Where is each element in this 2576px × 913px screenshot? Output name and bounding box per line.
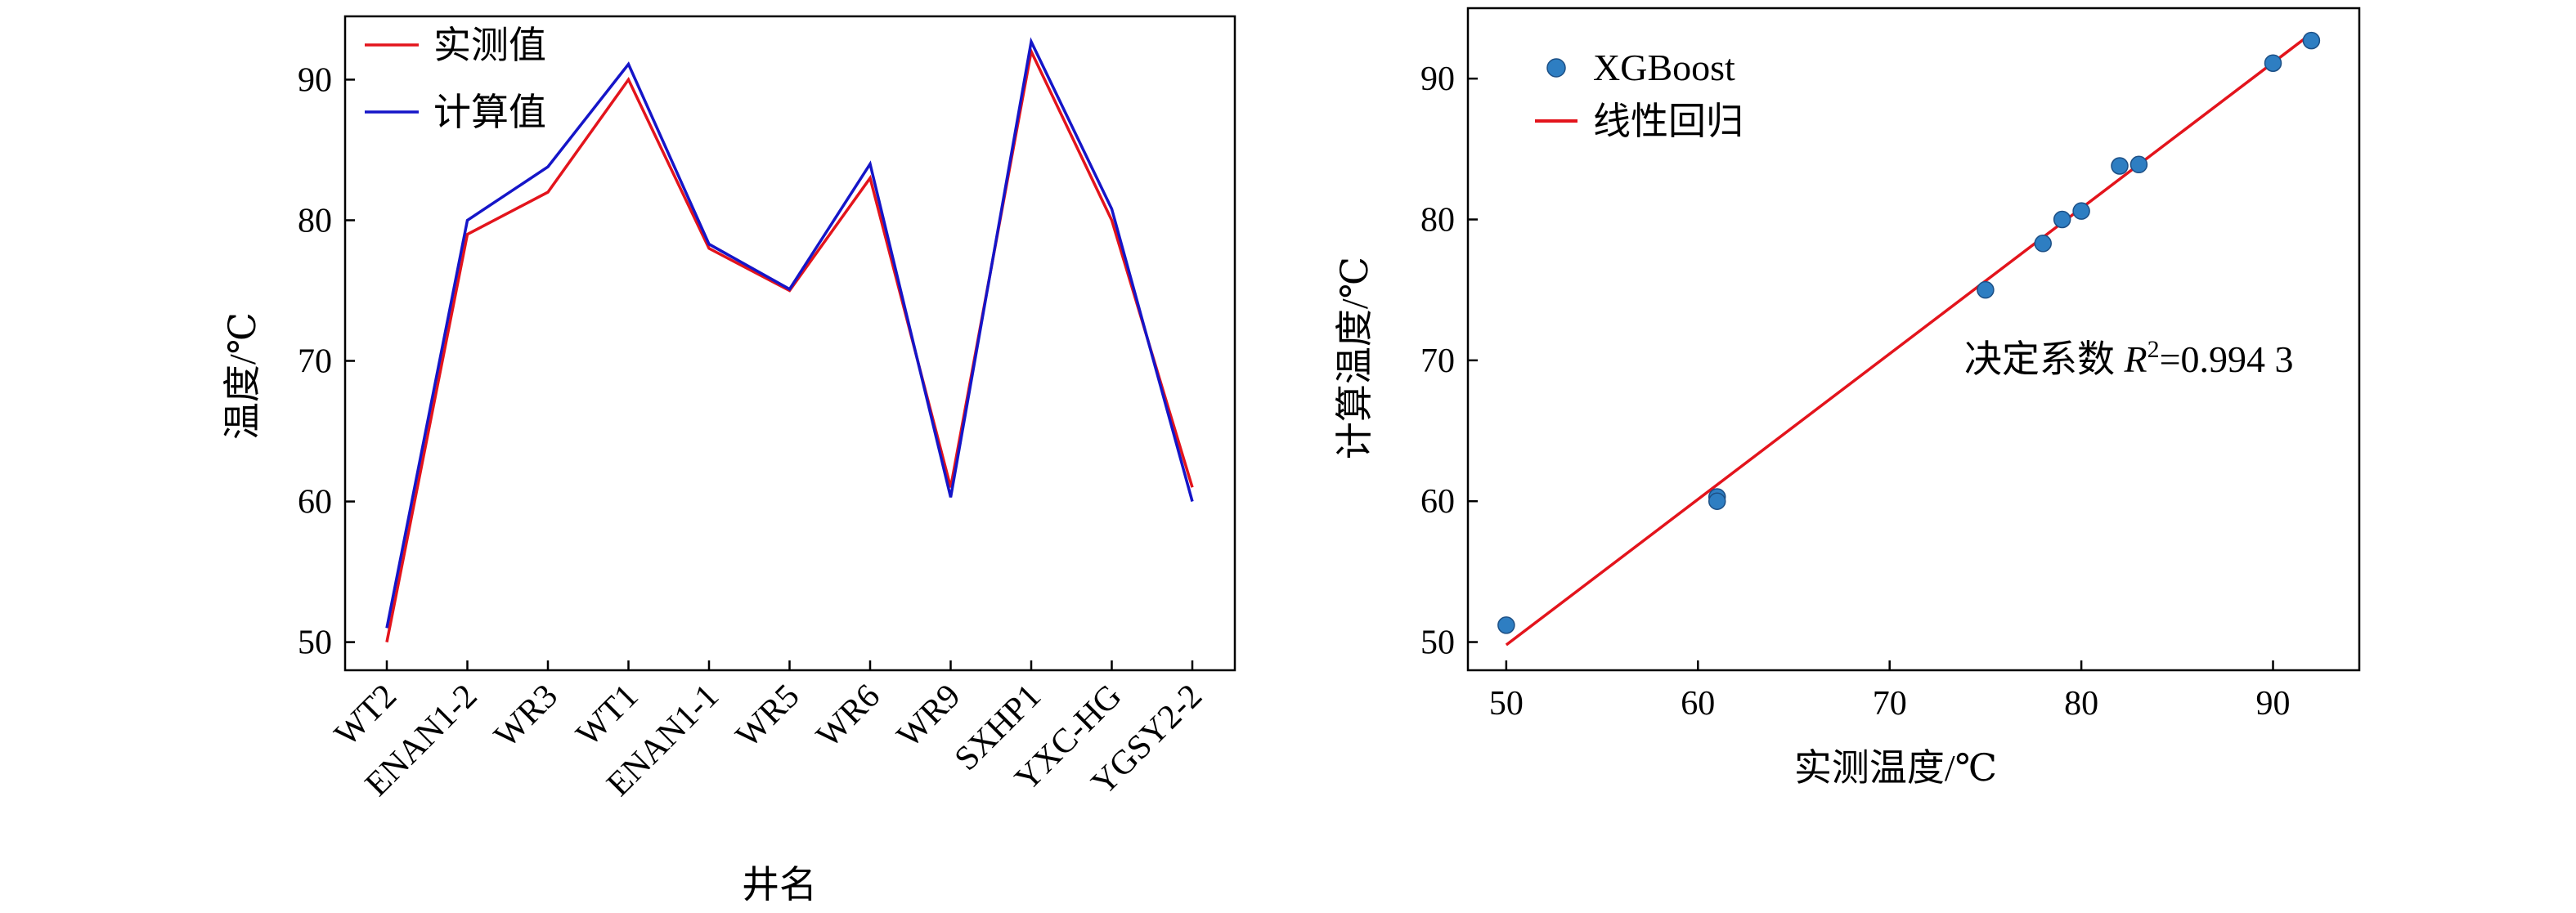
scatter-chart-series <box>1497 31 2321 647</box>
y-tick-label: 70 <box>298 343 332 381</box>
y-tick-label: 60 <box>1420 483 1455 521</box>
x-tick-label: WR3 <box>487 678 565 755</box>
r-squared-variable: R <box>2124 338 2147 380</box>
scatter-point <box>1708 492 1726 510</box>
line-chart-y-axis-title: 温度/℃ <box>222 312 263 440</box>
y-tick-label: 80 <box>1420 202 1455 239</box>
scatter-chart-frame <box>1466 7 2361 672</box>
scatter-point <box>2129 155 2148 174</box>
scatter-chart-legend: XGBoost 线性回归 <box>1535 47 1744 142</box>
scatter-chart-y-axis-title: 计算温度/℃ <box>1334 257 1376 459</box>
x-tick-label: 50 <box>1489 685 1524 723</box>
r-squared-superscript: 2 <box>2147 336 2160 363</box>
y-tick-label: 50 <box>1420 624 1455 662</box>
legend-label: 计算值 <box>433 92 546 133</box>
line-chart-series <box>385 37 1194 642</box>
regression-line <box>1505 32 2313 647</box>
scatter-point <box>2053 210 2071 229</box>
scatter-chart-x-ticks: 50 60 70 80 90 <box>1489 660 2291 723</box>
x-tick-label: WR6 <box>810 678 887 755</box>
scatter-point <box>2072 202 2090 220</box>
series-line-measured <box>385 47 1194 642</box>
series-line-calculated <box>385 37 1194 629</box>
scatter-point <box>2302 31 2321 50</box>
r-squared-value: =0.994 3 <box>2160 338 2294 380</box>
y-tick-label: 90 <box>1420 60 1455 98</box>
x-tick-label: 70 <box>1873 685 1907 723</box>
r-squared-prefix: 决定系数 <box>1964 338 2125 380</box>
y-tick-label: 90 <box>298 61 332 99</box>
scatter-chart: 50 60 70 80 90 50 60 70 80 90 XGBoost 线性回归 决定系数 R… <box>1334 7 2361 789</box>
x-tick-label: 80 <box>2064 685 2098 723</box>
x-tick-label: 90 <box>2256 685 2291 723</box>
y-tick-label: 50 <box>298 624 332 662</box>
scatter-point <box>2111 157 2129 175</box>
scatter-chart-y-ticks: 50 60 70 80 90 <box>1420 60 1478 662</box>
y-tick-label: 70 <box>1420 342 1455 380</box>
scatter-point <box>1977 280 1995 299</box>
r-squared-annotation: 决定系数 R2=0.994 3 <box>1964 336 2294 380</box>
scatter-point <box>1497 616 1515 634</box>
y-tick-label: 80 <box>298 202 332 239</box>
legend-label: 实测值 <box>433 25 546 66</box>
scatter-point <box>2264 54 2282 72</box>
x-tick-label: WR5 <box>729 678 806 755</box>
y-tick-label: 60 <box>298 484 332 521</box>
legend-label: XGBoost <box>1593 47 1735 88</box>
legend-label: 线性回归 <box>1593 101 1744 142</box>
line-chart-x-axis-title: 井名 <box>742 864 817 906</box>
scatter-chart-x-axis-title: 实测温度/℃ <box>1794 747 1997 789</box>
legend-marker <box>1546 58 1566 78</box>
line-chart-y-ticks: 50 60 70 80 90 <box>298 61 355 662</box>
scatter-point <box>2034 235 2052 253</box>
x-tick-label: 60 <box>1681 685 1715 723</box>
